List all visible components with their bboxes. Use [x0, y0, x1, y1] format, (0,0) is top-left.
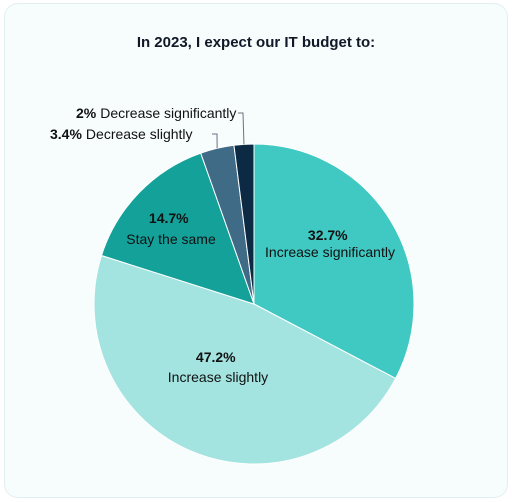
leader-line-decrease-slightly — [212, 133, 218, 149]
pie-slices — [93, 143, 415, 465]
pie-slice-increase-slightly — [93, 254, 397, 465]
chart-title: In 2023, I expect our IT budget to: — [136, 34, 376, 51]
leader-line-decrease-significantly — [238, 112, 245, 145]
label-decrease-slightly: 3.4% Decrease slightly — [50, 126, 193, 142]
label-stay-the-same: 14.7% Stay the same — [126, 210, 216, 247]
pie-slice-decrease-significantly — [233, 143, 255, 305]
leader-lines — [212, 112, 245, 149]
label-increase-slightly: 47.2% Increase slightly — [168, 349, 268, 385]
label-decrease-significantly: 2% Decrease significantly — [76, 105, 236, 121]
label-increase-significantly: 32.7% Increase significantly — [265, 227, 395, 260]
pie-slice-increase-significantly — [253, 143, 415, 380]
pie-slice-stay-the-same — [100, 152, 255, 305]
